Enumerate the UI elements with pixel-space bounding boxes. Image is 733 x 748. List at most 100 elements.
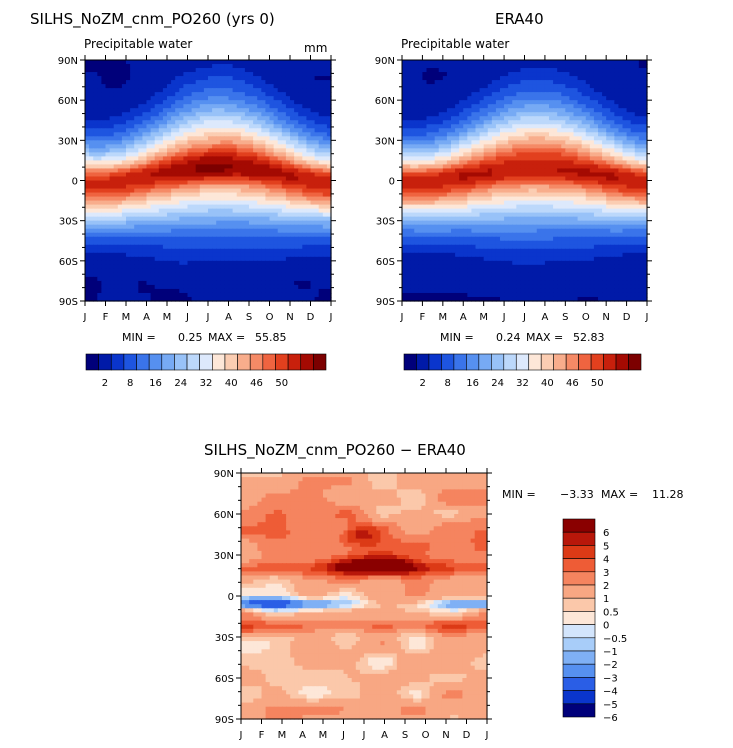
heatmap-cell — [285, 228, 291, 234]
heatmap-cell — [158, 120, 164, 125]
heatmap-cell — [175, 84, 180, 89]
heatmap-cell — [414, 132, 419, 137]
heatmap-cell — [553, 132, 558, 137]
heatmap-cell — [467, 116, 473, 121]
heatmap-cell — [97, 184, 102, 190]
heatmap-cell — [589, 104, 595, 109]
heatmap-cell — [573, 64, 579, 69]
heatmap-cell — [183, 108, 189, 113]
heatmap-cell — [126, 144, 131, 149]
heatmap-cell — [183, 72, 189, 77]
heatmap-cell — [191, 144, 197, 149]
heatmap-cell — [191, 132, 197, 137]
heatmap-cell — [269, 192, 275, 198]
heatmap-cell — [626, 112, 632, 117]
heatmap-cell — [105, 104, 111, 109]
heatmap-cell — [306, 268, 312, 274]
heatmap-cell — [121, 224, 127, 230]
heatmap-cell — [142, 256, 148, 262]
heatmap-cell — [232, 64, 238, 69]
heatmap-cell — [549, 84, 554, 89]
heatmap-cell — [277, 132, 283, 137]
heatmap-cell — [146, 260, 152, 266]
heatmap-cell — [220, 64, 225, 69]
heatmap-cell — [183, 136, 189, 141]
heatmap-cell — [318, 176, 324, 182]
heatmap-cell — [121, 244, 127, 250]
heatmap-cell — [281, 64, 287, 69]
heatmap-cell — [495, 76, 501, 81]
heatmap-cell — [195, 280, 201, 286]
heatmap-cell — [585, 80, 591, 85]
heatmap-cell — [142, 192, 148, 198]
heatmap-cell — [228, 268, 234, 274]
heatmap-cell — [179, 164, 184, 170]
heatmap-cell — [516, 80, 522, 85]
heatmap-cell — [451, 132, 456, 137]
heatmap-cell — [101, 124, 107, 129]
heatmap-cell — [298, 220, 303, 226]
heatmap-cell — [203, 144, 209, 149]
heatmap-cell — [85, 140, 90, 145]
heatmap-cell — [158, 60, 164, 65]
heatmap-cell — [158, 180, 164, 186]
heatmap-cell — [257, 132, 262, 137]
heatmap-cell — [105, 128, 111, 133]
heatmap-cell — [434, 136, 440, 141]
heatmap-cell — [126, 156, 131, 162]
heatmap-cell — [285, 156, 291, 162]
heatmap-cell — [504, 120, 509, 125]
heatmap-cell — [606, 92, 611, 97]
heatmap-cell — [208, 200, 213, 206]
heatmap-cell — [438, 128, 444, 133]
heatmap-cell — [326, 232, 332, 238]
heatmap-cell — [183, 264, 189, 270]
heatmap-cell — [121, 208, 127, 214]
heatmap-cell — [97, 280, 102, 286]
heatmap-cell — [512, 72, 517, 77]
heatmap-cell — [265, 68, 271, 73]
heatmap-cell — [113, 164, 119, 170]
heatmap-cell — [109, 96, 115, 101]
heatmap-cell — [249, 104, 254, 109]
heatmap-cell — [175, 284, 180, 290]
heatmap-cell — [269, 280, 275, 286]
heatmap-cell — [434, 116, 440, 121]
heatmap-cell — [261, 296, 266, 302]
heatmap-cell — [273, 152, 279, 157]
heatmap-cell — [249, 84, 254, 89]
heatmap-cell — [105, 116, 111, 121]
heatmap-cell — [442, 96, 448, 101]
heatmap-cell — [553, 84, 558, 89]
heatmap-cell — [121, 220, 127, 226]
heatmap-cell — [199, 236, 205, 242]
heatmap-cell — [195, 128, 201, 133]
heatmap-cell — [491, 132, 497, 137]
heatmap-cell — [322, 112, 328, 117]
heatmap-cell — [93, 272, 98, 278]
heatmap-cell — [195, 184, 201, 190]
heatmap-cell — [265, 232, 271, 238]
heatmap-cell — [208, 188, 213, 194]
heatmap-cell — [85, 244, 90, 250]
heatmap-cell — [121, 148, 127, 153]
heatmap-cell — [426, 128, 432, 133]
heatmap-cell — [569, 108, 575, 113]
heatmap-cell — [306, 128, 312, 133]
heatmap-cell — [175, 164, 180, 170]
heatmap-cell — [158, 276, 164, 282]
heatmap-cell — [253, 224, 258, 230]
heatmap-cell — [89, 92, 94, 97]
heatmap-cell — [426, 76, 432, 81]
heatmap-cell — [85, 128, 90, 133]
heatmap-cell — [310, 108, 316, 113]
heatmap-cell — [294, 112, 299, 117]
heatmap-cell — [487, 136, 493, 141]
heatmap-cell — [167, 108, 172, 113]
heatmap-cell — [171, 244, 176, 250]
heatmap-cell — [179, 100, 184, 105]
heatmap-cell — [277, 296, 283, 302]
heatmap-cell — [126, 216, 131, 222]
heatmap-cell — [520, 100, 526, 105]
heatmap-cell — [187, 276, 193, 282]
